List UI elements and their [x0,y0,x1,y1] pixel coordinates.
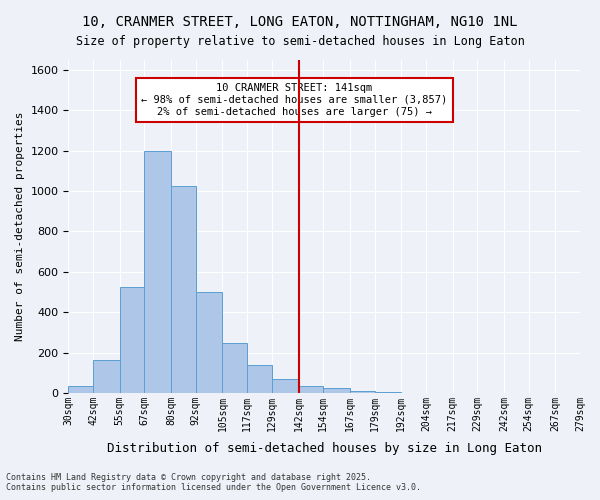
Bar [196,292,223,393]
Bar [171,186,196,393]
Text: Contains HM Land Registry data © Crown copyright and database right 2025.
Contai: Contains HM Land Registry data © Crown c… [6,473,421,492]
Bar [247,364,272,393]
Bar [374,392,401,393]
Bar [93,360,120,393]
Y-axis label: Number of semi-detached properties: Number of semi-detached properties [15,112,25,341]
Bar [299,386,323,393]
Bar [68,386,93,393]
Bar [323,388,350,393]
Bar [145,151,171,393]
X-axis label: Distribution of semi-detached houses by size in Long Eaton: Distribution of semi-detached houses by … [107,442,542,455]
Bar [272,379,299,393]
Text: Size of property relative to semi-detached houses in Long Eaton: Size of property relative to semi-detach… [76,35,524,48]
Bar [223,344,247,393]
Bar [350,391,374,393]
Text: 10, CRANMER STREET, LONG EATON, NOTTINGHAM, NG10 1NL: 10, CRANMER STREET, LONG EATON, NOTTINGH… [82,15,518,29]
Text: 10 CRANMER STREET: 141sqm
← 98% of semi-detached houses are smaller (3,857)
2% o: 10 CRANMER STREET: 141sqm ← 98% of semi-… [141,84,448,116]
Bar [120,287,145,393]
